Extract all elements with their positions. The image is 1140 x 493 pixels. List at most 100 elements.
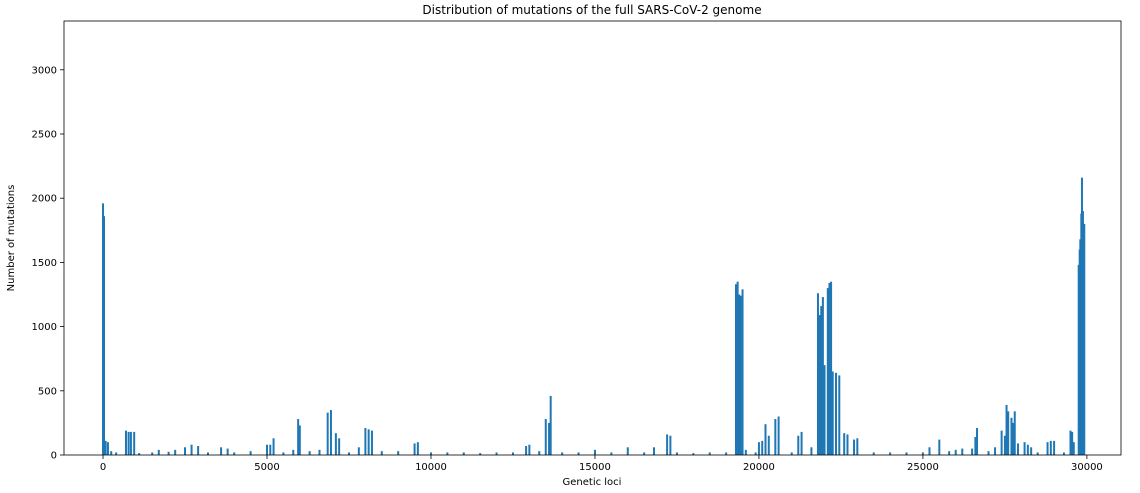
bar — [761, 440, 764, 455]
bar — [818, 315, 821, 455]
bar — [462, 452, 465, 455]
bar — [226, 448, 229, 455]
bar — [810, 447, 813, 455]
bar — [538, 451, 541, 455]
bar — [821, 297, 824, 455]
bar — [675, 452, 678, 455]
bar — [347, 452, 350, 455]
bar — [1062, 452, 1065, 455]
bar — [197, 446, 200, 455]
bar — [828, 282, 831, 455]
bar — [853, 439, 856, 455]
y-axis-label: Number of mutations — [6, 185, 17, 292]
bar — [816, 293, 819, 455]
bar — [104, 440, 107, 455]
bar — [416, 442, 419, 455]
bar — [129, 431, 132, 455]
bar — [528, 444, 531, 455]
bar — [272, 438, 275, 455]
bar — [831, 371, 834, 455]
bar — [954, 449, 957, 455]
bar — [823, 365, 826, 455]
bar — [561, 452, 564, 455]
bar — [974, 437, 977, 455]
bar — [1010, 417, 1013, 455]
bar — [138, 453, 141, 455]
bar — [838, 375, 841, 455]
bar — [124, 430, 127, 455]
x-tick-label: 30000 — [1071, 462, 1103, 473]
bar — [329, 410, 332, 455]
bar — [370, 430, 373, 455]
bar — [380, 451, 383, 455]
bar — [1036, 452, 1039, 455]
x-tick-label: 0 — [100, 462, 106, 473]
bar — [282, 452, 285, 455]
bar — [872, 452, 875, 455]
bar — [736, 281, 739, 455]
x-axis-label: Genetic loci — [563, 477, 622, 488]
x-tick-label: 10000 — [415, 462, 447, 473]
bar — [174, 449, 177, 455]
bar — [757, 442, 760, 455]
bar — [764, 424, 767, 455]
bar — [249, 451, 252, 455]
bar — [843, 433, 846, 455]
bar — [669, 435, 672, 455]
bar — [739, 295, 742, 455]
bar — [1053, 440, 1056, 455]
bar — [525, 446, 528, 455]
bar — [1013, 411, 1016, 455]
bar — [1071, 431, 1074, 455]
bar — [479, 453, 482, 455]
y-tick-label: 1500 — [32, 258, 57, 269]
bar — [1072, 442, 1075, 455]
bar — [326, 412, 329, 455]
bar — [1005, 404, 1008, 455]
bar — [318, 449, 321, 455]
bar — [1046, 442, 1049, 455]
bar — [429, 452, 432, 455]
bar — [652, 447, 655, 455]
bar — [364, 428, 367, 455]
bar — [269, 444, 272, 455]
y-tick-label: 3000 — [32, 65, 57, 76]
bar — [220, 447, 223, 455]
x-tick-label: 5000 — [254, 462, 279, 473]
bar — [206, 452, 209, 455]
bar — [774, 419, 777, 455]
bar — [544, 419, 547, 455]
axes-frame — [63, 20, 1122, 456]
bar — [610, 452, 613, 455]
bar — [167, 451, 170, 455]
bar — [754, 452, 757, 455]
bar — [577, 452, 580, 455]
bar — [790, 452, 793, 455]
bar — [297, 419, 300, 455]
bar — [190, 444, 193, 455]
x-tick-label: 25000 — [907, 462, 939, 473]
bar — [948, 451, 951, 455]
bar — [367, 429, 370, 455]
bar — [767, 435, 770, 455]
y-tick-label: 500 — [38, 386, 57, 397]
bar — [1026, 444, 1029, 455]
bar — [1083, 223, 1086, 455]
bar — [928, 447, 931, 455]
bar — [184, 447, 187, 455]
bar — [298, 425, 301, 455]
bar — [971, 448, 974, 455]
bar — [338, 438, 341, 455]
bar — [127, 431, 130, 455]
bar — [846, 434, 849, 455]
y-tick-label: 0 — [51, 451, 57, 462]
x-tick-label: 15000 — [579, 462, 611, 473]
bar — [110, 451, 113, 455]
bar — [397, 451, 400, 455]
bar — [800, 431, 803, 455]
bar — [921, 452, 924, 455]
bar — [826, 288, 829, 455]
